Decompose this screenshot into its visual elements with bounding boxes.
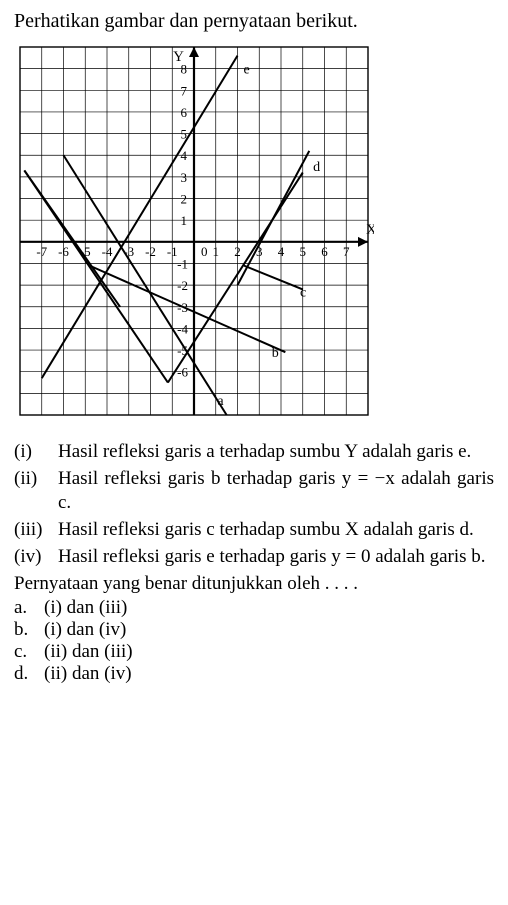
svg-text:-2: -2 (145, 244, 156, 259)
statement-text: Hasil refleksi garis b terhadap garis y … (58, 467, 494, 516)
option-list: a.(i) dan (iii)b.(i) dan (iv)c.(ii) dan … (14, 597, 494, 685)
statement-text: Hasil refleksi garis c terhadap sumbu X … (58, 518, 494, 543)
svg-text:0: 0 (201, 244, 208, 259)
option-letter: a. (14, 597, 44, 619)
question-text: Pernyataan yang benar ditunjukkan oleh .… (14, 573, 494, 595)
svg-text:c: c (300, 286, 306, 301)
svg-text:a: a (217, 394, 224, 409)
statement-text: Hasil refleksi garis a terhadap sumbu Y … (58, 440, 494, 465)
svg-text:e: e (244, 63, 250, 78)
statement-item: (iv)Hasil refleksi garis e terhadap gari… (14, 545, 494, 570)
statement-number: (iv) (14, 545, 58, 570)
svg-text:d: d (313, 160, 320, 175)
statement-item: (i)Hasil refleksi garis a terhadap sumbu… (14, 440, 494, 465)
svg-text:-1: -1 (177, 256, 188, 271)
svg-text:1: 1 (213, 244, 220, 259)
svg-text:2: 2 (234, 244, 241, 259)
svg-text:5: 5 (300, 244, 307, 259)
statement-item: (iii)Hasil refleksi garis c terhadap sum… (14, 518, 494, 543)
svg-text:1: 1 (181, 213, 188, 228)
svg-text:6: 6 (321, 244, 328, 259)
svg-text:X: X (366, 222, 374, 238)
option-text: (ii) dan (iv) (44, 663, 132, 685)
svg-text:-7: -7 (36, 244, 47, 259)
option-item: a.(i) dan (iii) (14, 597, 494, 619)
option-letter: d. (14, 663, 44, 685)
svg-text:3: 3 (181, 170, 188, 185)
option-item: c.(ii) dan (iii) (14, 641, 494, 663)
statement-number: (i) (14, 440, 58, 465)
option-letter: c. (14, 641, 44, 663)
svg-text:-6: -6 (58, 244, 69, 259)
option-letter: b. (14, 619, 44, 641)
svg-text:-4: -4 (177, 321, 188, 336)
option-item: d.(ii) dan (iv) (14, 663, 494, 685)
svg-text:7: 7 (343, 244, 350, 259)
svg-text:2: 2 (181, 192, 188, 207)
statement-number: (iii) (14, 518, 58, 543)
statement-item: (ii)Hasil refleksi garis b terhadap gari… (14, 467, 494, 516)
page-title: Perhatikan gambar dan pernyataan berikut… (14, 10, 494, 33)
statement-text: Hasil refleksi garis e terhadap garis y … (58, 545, 494, 570)
svg-text:4: 4 (181, 148, 188, 163)
coordinate-chart: YX-7-6-5-4-3-2-11234567012345678-1-2-3-4… (14, 41, 374, 426)
svg-text:b: b (272, 346, 279, 361)
svg-text:8: 8 (181, 62, 188, 77)
statement-list: (i)Hasil refleksi garis a terhadap sumbu… (14, 440, 494, 569)
statement-number: (ii) (14, 467, 58, 516)
svg-text:-1: -1 (167, 244, 178, 259)
svg-text:-2: -2 (177, 278, 188, 293)
option-text: (i) dan (iv) (44, 619, 126, 641)
option-item: b.(i) dan (iv) (14, 619, 494, 641)
svg-text:-4: -4 (102, 244, 113, 259)
option-text: (ii) dan (iii) (44, 641, 133, 663)
svg-text:4: 4 (278, 244, 285, 259)
svg-text:7: 7 (181, 83, 188, 98)
svg-text:6: 6 (181, 105, 188, 120)
option-text: (i) dan (iii) (44, 597, 127, 619)
